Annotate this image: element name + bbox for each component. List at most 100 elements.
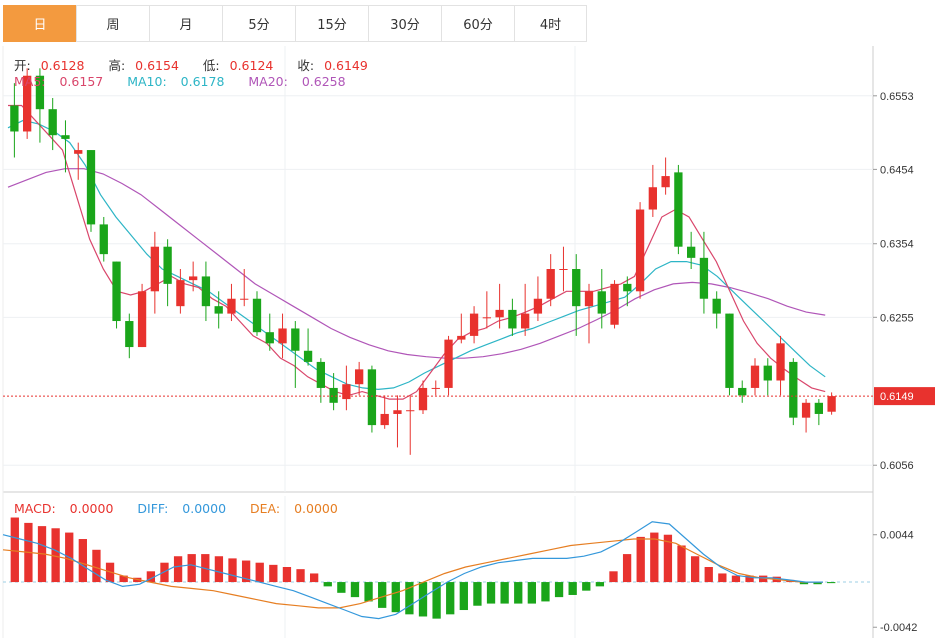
candle-body (265, 332, 274, 344)
candle-body (827, 396, 836, 412)
tab-4hour[interactable]: 4时 (514, 4, 587, 42)
candle-body (521, 313, 530, 329)
candle-body (610, 283, 619, 325)
high-value: 0.6154 (135, 58, 179, 73)
macd-bar (704, 567, 713, 583)
candle-body (801, 402, 811, 418)
ma20-label: MA20: (248, 74, 292, 89)
macd-bar (827, 582, 836, 584)
candle-body (572, 269, 581, 307)
macd-bar (609, 571, 618, 583)
candle-body (635, 209, 645, 292)
macd-bar (636, 536, 645, 583)
candle-body (125, 321, 134, 348)
ma20-line (7, 168, 826, 359)
candle-body (444, 339, 453, 388)
dea-label: DEA: (250, 501, 285, 516)
candle-body (342, 384, 351, 400)
candle-body (546, 269, 555, 299)
macd-label: MACD: (14, 501, 60, 516)
macd-bar (378, 582, 387, 608)
macd-bar (173, 556, 183, 583)
ma5-value: 0.6157 (59, 74, 104, 89)
tab-30min[interactable]: 30分 (368, 4, 441, 42)
macd-bar (269, 564, 278, 583)
macd-bar (473, 582, 482, 606)
ohlc-legend: 开: 0.6128 高: 0.6154 低: 0.6124 收: 0.6149 (14, 55, 388, 74)
ma5-label: MA5: (14, 74, 50, 89)
candle-body (252, 298, 262, 333)
candle-body (418, 387, 428, 411)
candle-body (763, 365, 772, 381)
tab-60min[interactable]: 60分 (441, 4, 514, 42)
candle-body (623, 283, 632, 292)
macd-legend: MACD: 0.0000 DIFF: 0.0000 DEA: 0.0000 (14, 501, 358, 516)
dea-line (2, 538, 823, 609)
candle-body (457, 335, 466, 340)
macd-value: 0.0000 (69, 501, 114, 516)
macd-bar (337, 582, 346, 593)
tab-day[interactable]: 日 (3, 4, 76, 42)
macd-bar (350, 582, 360, 598)
candle-body (329, 387, 338, 403)
low-value: 0.6124 (229, 58, 274, 73)
candle-body (533, 298, 543, 314)
candle-body (61, 135, 70, 139)
macd-bar (405, 582, 414, 615)
candle-body (495, 309, 504, 318)
candle-body (482, 317, 491, 319)
ma10-value: 0.6178 (180, 74, 225, 89)
macd-bar (595, 582, 605, 587)
candle-body (355, 369, 364, 385)
tab-15min[interactable]: 15分 (295, 4, 368, 42)
macd-bar (241, 560, 251, 583)
macd-bar (568, 582, 577, 595)
candle-body (214, 306, 223, 314)
candle-body (814, 402, 823, 414)
candle-body (431, 387, 440, 389)
macd-bar (459, 582, 468, 611)
y-tick-label: 0.6255 (880, 312, 914, 324)
macd-bar (146, 571, 156, 583)
candle-body (74, 150, 83, 154)
macd-bar (500, 582, 509, 604)
candle-body (48, 109, 57, 136)
macd-bar (799, 582, 809, 585)
macd-bar (187, 554, 196, 583)
high-label: 高: (108, 58, 126, 73)
macd-bar (255, 562, 264, 583)
macd-bar (51, 528, 60, 583)
macd-bar (309, 573, 319, 583)
macd-bar (214, 556, 224, 583)
candle-body (584, 291, 594, 307)
macd-bar (650, 532, 659, 583)
macd-bar (718, 573, 727, 583)
candle-body (176, 280, 185, 307)
diff-label: DIFF: (137, 501, 173, 516)
macd-bar (228, 558, 237, 583)
macd-bar (486, 582, 496, 604)
candle-body (674, 172, 683, 247)
macd-bar (622, 554, 632, 583)
candle-body (163, 246, 172, 284)
candle-body (725, 313, 734, 388)
macd-bar (418, 582, 428, 617)
macd-bar (690, 556, 700, 583)
candle-body (738, 387, 747, 396)
macd-bar (323, 582, 332, 587)
macd-bar (541, 582, 550, 602)
candle-body (99, 224, 108, 255)
macd-bar (10, 517, 19, 583)
kline-chart-svg: 0.6553 0.6454 0.6354 0.6255 0.6056 0.6149 0.00… (2, 46, 935, 638)
chart-area[interactable]: 0.6553 0.6454 0.6354 0.6255 0.6056 0.6149 0.00… (0, 46, 935, 638)
tab-month[interactable]: 月 (149, 4, 222, 42)
candle-body (687, 246, 696, 258)
candle-body (380, 413, 389, 426)
candle-body (750, 365, 760, 388)
tab-week[interactable]: 周 (76, 4, 149, 42)
low-label: 低: (202, 58, 220, 73)
tab-5min[interactable]: 5分 (222, 4, 295, 42)
macd-y-tick-label: -0.0042 (880, 622, 917, 634)
macd-bar (527, 582, 537, 604)
macd-bar (759, 575, 768, 583)
